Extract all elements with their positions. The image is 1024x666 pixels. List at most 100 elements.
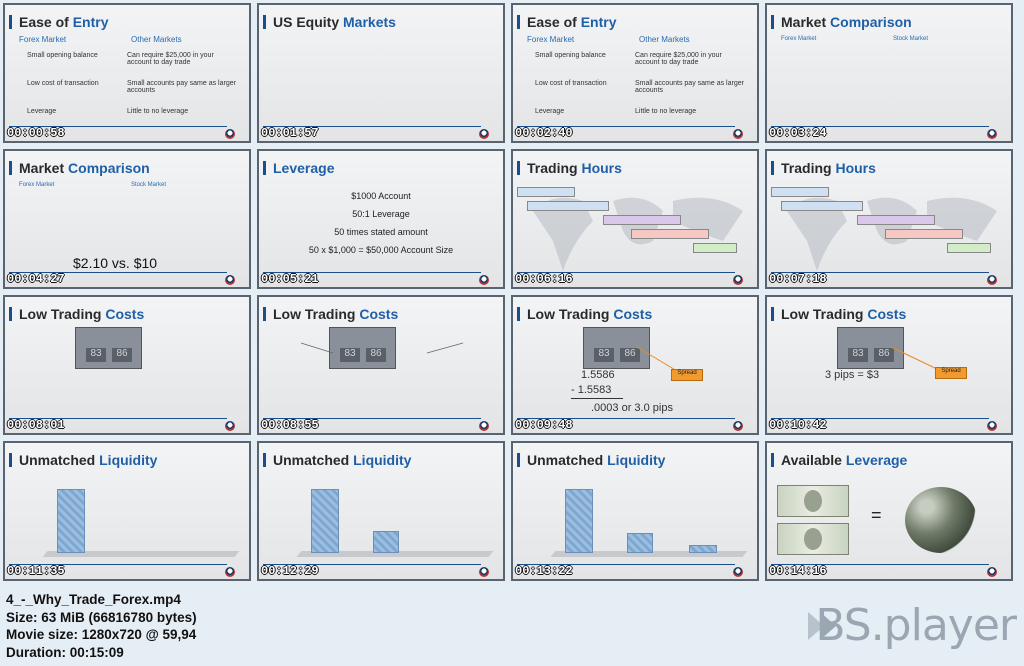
slide-title: Low Trading Costs	[781, 306, 907, 322]
divider	[9, 564, 227, 565]
bullet: Can require $25,000 in your account to d…	[127, 52, 214, 66]
logo-icon	[987, 129, 997, 139]
divider	[771, 418, 989, 419]
session-bar	[857, 215, 935, 225]
logo-icon	[479, 567, 489, 577]
column-header: Stock Market	[131, 182, 167, 188]
column-header: Forex Market	[781, 36, 817, 42]
thumbnail-tile[interactable]: Ease of Entry Forex Market Other Markets…	[511, 3, 759, 143]
slide-title: Leverage	[273, 160, 335, 176]
bullet: Small opening balance	[27, 52, 98, 59]
divider	[517, 418, 735, 419]
dollar-bill-icon	[777, 485, 849, 517]
thumbnail-tile[interactable]: Unmatched Liquidity 00:12:29	[257, 441, 505, 581]
bullet: Small opening balance	[535, 52, 606, 59]
comparison-text: $2.10 vs. $10	[73, 255, 158, 271]
dollar-bill-icon	[777, 523, 849, 555]
bullet: Leverage	[535, 108, 565, 115]
spread-label: Spread	[671, 369, 703, 381]
thumbnail-tile[interactable]: Low Trading Costs 83 86 Spread 1.5586 - …	[511, 295, 759, 435]
slide-title: Unmatched Liquidity	[273, 452, 412, 468]
ask-price: 86	[874, 348, 894, 362]
bullet: Little to no leverage	[635, 108, 697, 115]
slide-title: Market Comparison	[781, 14, 912, 30]
divider	[771, 564, 989, 565]
slide-title: Unmatched Liquidity	[527, 452, 666, 468]
column-header: Forex Market	[527, 35, 575, 44]
divider	[771, 272, 989, 273]
thumbnail-tile[interactable]: Available Leverage = 00:14:16	[765, 441, 1013, 581]
timestamp: 00:12:29	[261, 564, 319, 578]
column-header: Other Markets	[131, 35, 182, 44]
money-pile-icon	[905, 487, 977, 553]
chart-bar	[57, 489, 85, 553]
timestamp: 00:03:24	[769, 126, 827, 140]
slide-title: Low Trading Costs	[19, 306, 145, 322]
slide-title: Available Leverage	[781, 452, 908, 468]
equals-sign: =	[871, 505, 882, 525]
calc-result: .0003 or 3.0 pips	[591, 402, 673, 414]
chart-bar	[565, 489, 593, 553]
session-bar	[631, 229, 709, 239]
slide-title: Ease of Entry	[527, 14, 617, 30]
timestamp: 00:06:16	[515, 272, 573, 286]
logo-icon	[225, 421, 235, 431]
bullet: Small accounts pay same as larger accoun…	[127, 80, 236, 94]
logo-icon	[987, 421, 997, 431]
calc-result: 3 pips = $3	[825, 369, 880, 381]
logo-icon	[479, 421, 489, 431]
bullet: Can require $25,000 in your account to d…	[635, 52, 722, 66]
logo-icon	[733, 421, 743, 431]
divider	[263, 418, 481, 419]
thumbnail-tile[interactable]: Low Trading Costs 83 86 Spread 3 pips = …	[765, 295, 1013, 435]
thumbnail-tile[interactable]: Low Trading Costs 83 86 00:08:01	[3, 295, 251, 435]
movie-size: Movie size: 1280x720 @ 59,94	[6, 627, 197, 642]
ask-price: 86	[112, 348, 132, 362]
timestamp: 00:14:16	[769, 564, 827, 578]
thumbnail-tile[interactable]: Leverage $1000 Account 50:1 Leverage 50 …	[257, 149, 505, 289]
column-header: Forex Market	[19, 35, 67, 44]
timestamp: 00:13:22	[515, 564, 573, 578]
logo-icon	[225, 275, 235, 285]
slide-title: US Equity Markets	[273, 14, 396, 30]
thumbnail-tile[interactable]: Market Comparison Forex Market Stock Mar…	[3, 149, 251, 289]
logo-icon	[987, 567, 997, 577]
divider	[9, 126, 227, 127]
calc-line: 1.5586	[581, 369, 615, 381]
session-bar	[693, 243, 737, 253]
thumbnail-tile[interactable]: Low Trading Costs 83 86 00:08:55	[257, 295, 505, 435]
thumbnail-tile[interactable]: Market Comparison Forex Market Stock Mar…	[765, 3, 1013, 143]
bid-price: 83	[86, 348, 106, 362]
divider	[9, 418, 227, 419]
session-bar	[603, 215, 681, 225]
divider	[9, 272, 227, 273]
session-bar	[885, 229, 963, 239]
thumbnail-tile[interactable]: Ease of Entry Forex Market Other Markets…	[3, 3, 251, 143]
file-size: Size: 63 MiB (66816780 bytes)	[6, 609, 197, 625]
calc-line: - 1.5583	[571, 384, 612, 396]
thumbnail-tile[interactable]: Unmatched Liquidity 00:13:22	[511, 441, 759, 581]
thumbnail-tile[interactable]: US Equity Markets 00:01:57	[257, 3, 505, 143]
session-bar	[781, 201, 863, 211]
logo-icon	[479, 129, 489, 139]
text-line: $1000 Account	[351, 191, 411, 201]
pointer-line	[636, 346, 678, 372]
slide-title: Unmatched Liquidity	[19, 452, 158, 468]
timestamp: 00:09:48	[515, 418, 573, 432]
thumbnail-tile[interactable]: Trading Hours 00:07:18	[765, 149, 1013, 289]
thumbnail-tile[interactable]: Unmatched Liquidity 00:11:35	[3, 441, 251, 581]
price-quote-widget: 83 86	[75, 327, 142, 369]
bid-price: 83	[848, 348, 868, 362]
timestamp: 00:08:01	[7, 418, 65, 432]
bsplayer-logo-icon	[808, 612, 836, 640]
slide-title: Market Comparison	[19, 160, 150, 176]
slide-title: Trading Hours	[781, 160, 876, 176]
divider	[517, 126, 735, 127]
bullet: Low cost of transaction	[27, 80, 99, 87]
logo-icon	[733, 567, 743, 577]
timestamp: 00:11:35	[7, 564, 65, 578]
thumbnail-tile[interactable]: Trading Hours 00:06:16	[511, 149, 759, 289]
duration: Duration: 00:15:09	[6, 644, 124, 660]
timestamp: 00:08:55	[261, 418, 319, 432]
media-info: 4_-_Why_Trade_Forex.mp4 Size: 63 MiB (66…	[6, 591, 197, 661]
